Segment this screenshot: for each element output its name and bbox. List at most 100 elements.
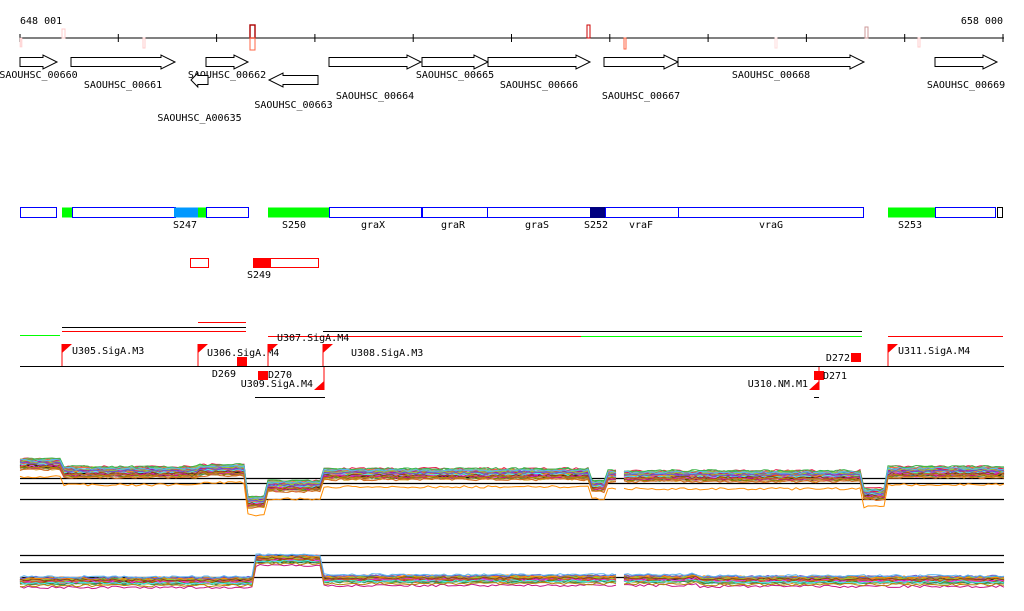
gene-label: SAOUHSC_00660 <box>0 70 78 81</box>
expression-plot-bottom <box>19 553 1005 590</box>
feature-mark[interactable] <box>249 37 256 51</box>
segment-label: graR <box>441 220 466 231</box>
antisense-S249[interactable] <box>253 258 270 268</box>
expression-trace <box>19 467 1005 509</box>
gene-arrow[interactable] <box>190 71 209 89</box>
antisense-label: S249 <box>247 270 271 281</box>
segment-track <box>20 207 1003 218</box>
segment[interactable] <box>206 207 249 218</box>
expression-trace <box>19 464 1005 507</box>
gene-arrow[interactable] <box>70 54 177 70</box>
segment-expressed[interactable] <box>62 207 72 218</box>
expression-trace <box>20 457 1004 498</box>
feature-mark[interactable] <box>864 26 869 39</box>
segment-graR[interactable] <box>422 207 488 218</box>
segment[interactable] <box>997 207 1003 218</box>
feature-mark[interactable] <box>586 24 591 39</box>
gene-label: SAOUHSC_00666 <box>500 80 578 91</box>
gene-arrow[interactable] <box>267 72 319 88</box>
expression-trace <box>19 562 1005 588</box>
gene-label: SAOUHSC_00669 <box>927 80 1005 91</box>
axis-end-label: 658 000 <box>961 16 1003 27</box>
feature-mark[interactable] <box>917 37 921 48</box>
expression-trace <box>19 553 1005 580</box>
promoter-flag-icon[interactable] <box>268 344 278 353</box>
gene-track: SAOUHSC_00660 SAOUHSC_00661 SAOUHSC_00662 S… <box>0 54 1005 124</box>
segment-S247[interactable] <box>174 207 198 218</box>
gene-arrow[interactable] <box>19 54 59 70</box>
segment-label: S247 <box>173 220 197 231</box>
feature-mark[interactable] <box>61 28 66 39</box>
gene-arrow[interactable] <box>603 54 680 70</box>
promoter-label: U310.NM.M1 <box>748 379 808 390</box>
terminator-icon[interactable] <box>237 357 247 366</box>
axis-start-label: 648 001 <box>20 16 62 27</box>
segment-label: graX <box>361 220 385 231</box>
promoter-flag-icon[interactable] <box>888 344 898 353</box>
terminator-icon[interactable] <box>258 371 268 380</box>
feature-mark[interactable] <box>249 24 256 39</box>
segment-vraF[interactable] <box>605 207 679 218</box>
gene-arrow[interactable] <box>328 54 423 70</box>
segment-label: vraG <box>759 220 783 231</box>
antisense-track: S249 <box>190 258 319 281</box>
segment-label: vraF <box>629 220 653 231</box>
gene-arrow[interactable] <box>205 54 250 70</box>
coordinate-axis: 648 001 658 000 <box>19 16 1004 51</box>
segment-graS[interactable] <box>487 207 591 218</box>
promoter-label: U309.SigA.M4 <box>241 379 313 390</box>
segment-graX[interactable] <box>329 207 422 218</box>
segment-labels: S247 S250 graX graR graS S252 vraF vraG … <box>173 220 922 231</box>
segment[interactable] <box>72 207 176 218</box>
gene-label: SAOUHSC_00663 <box>254 100 332 111</box>
promoter-flag-icon[interactable] <box>198 344 208 353</box>
gene-label: SAOUHSC_00661 <box>84 80 162 91</box>
axis-ticks <box>19 34 1004 42</box>
expression-plot-top <box>19 457 1005 517</box>
gene-arrow[interactable] <box>677 54 866 70</box>
gene-label: SAOUHSC_00665 <box>416 70 494 81</box>
promoter-track: U305.SigA.M3 U306.SigA.M4 U307.SigA.M4U308… <box>61 333 970 390</box>
terminator-label: D272 <box>826 353 850 364</box>
terminator-icon[interactable] <box>851 353 861 362</box>
feature-mark[interactable] <box>623 37 627 50</box>
segment-label: S253 <box>898 220 922 231</box>
segment-label: graS <box>525 220 549 231</box>
segment-expressed[interactable] <box>198 207 206 218</box>
promoter-flag-icon[interactable] <box>62 344 72 353</box>
promoter-label: U308.SigA.M3 <box>351 348 423 359</box>
gene-label: SAOUHSC_00667 <box>602 91 680 102</box>
antisense-segment[interactable] <box>270 258 319 268</box>
terminator-icon[interactable] <box>814 371 824 380</box>
promoter-flag-icon[interactable] <box>323 344 333 353</box>
segment[interactable] <box>935 207 996 218</box>
expression-trace <box>19 461 1005 503</box>
feature-mark[interactable] <box>774 37 778 49</box>
segment[interactable] <box>20 207 57 218</box>
expression-trace <box>19 458 1005 501</box>
promoter-flag-icon[interactable] <box>809 381 819 390</box>
segment-vraG[interactable] <box>678 207 864 218</box>
segment-label: S250 <box>282 220 306 231</box>
terminator-label: D270 <box>268 370 292 381</box>
expression-trace <box>19 553 1005 579</box>
terminator-label: D269 <box>212 369 236 380</box>
segment-S253[interactable] <box>888 207 935 218</box>
gene-label: SAOUHSC_00668 <box>732 70 810 81</box>
terminator-label: D271 <box>823 371 847 382</box>
transcript-lines <box>20 322 1004 398</box>
gene-arrow[interactable] <box>487 54 592 70</box>
promoter-label: U307.SigA.M4 <box>277 333 349 344</box>
feature-mark[interactable] <box>19 37 23 48</box>
feature-mark[interactable] <box>142 37 146 49</box>
promoter-label: U305.SigA.M3 <box>72 346 144 357</box>
gene-arrow[interactable] <box>421 54 490 70</box>
gene-arrow[interactable] <box>934 54 999 70</box>
expression-trace <box>19 556 1005 582</box>
promoter-label: U311.SigA.M4 <box>898 346 970 357</box>
gene-label: SAOUHSC_A00635 <box>157 113 241 124</box>
antisense-segment[interactable] <box>190 258 209 268</box>
segment-S252[interactable] <box>590 207 605 218</box>
promoter-flag-icon[interactable] <box>314 381 324 390</box>
segment-S250[interactable] <box>268 207 329 218</box>
